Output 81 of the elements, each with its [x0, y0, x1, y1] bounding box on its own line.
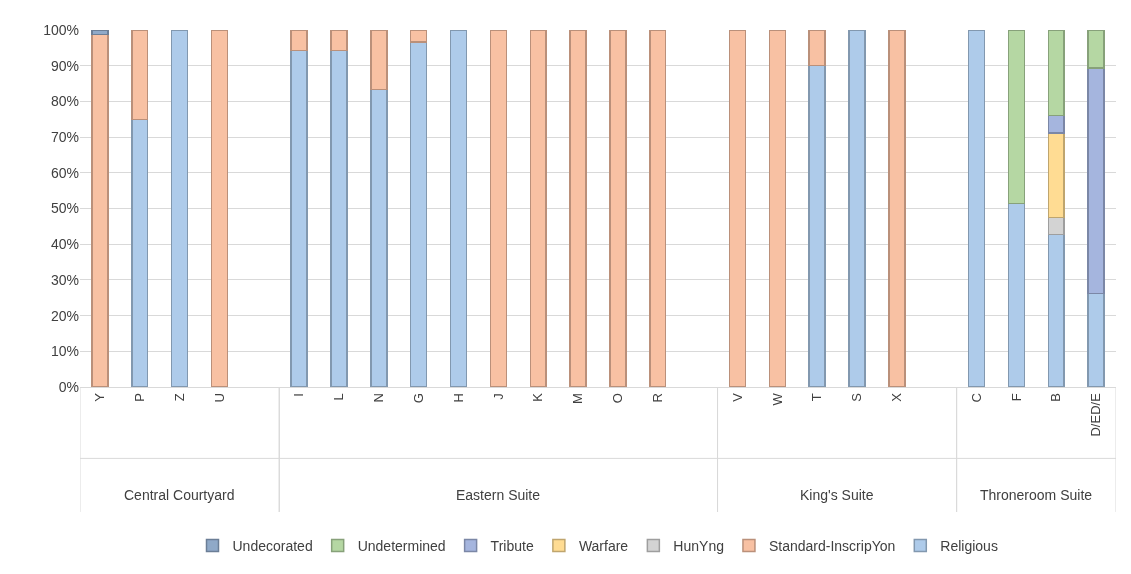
x-tick-label: T [809, 393, 825, 402]
bar [768, 30, 787, 387]
bar [808, 30, 826, 67]
y-tick-label: 30% [50, 271, 79, 288]
bar [409, 30, 428, 43]
legend-label: Undetermined [357, 537, 446, 554]
x-tick-label: J [490, 393, 506, 400]
y-tick-label: 100% [43, 21, 79, 38]
x-tick-label: M [570, 393, 586, 405]
x-tick-label: D/ED/E [1088, 392, 1104, 437]
y-tick-label: 10% [50, 343, 79, 360]
bar [1007, 202, 1026, 387]
x-tick-label: R [649, 393, 665, 403]
text: King's Suite [800, 487, 874, 503]
legend-label: Undecorated [232, 537, 313, 554]
x-tick-label: C [968, 393, 984, 403]
legend-label: Warfare [578, 537, 629, 554]
x-tick-label: G [410, 393, 426, 404]
bar [808, 64, 826, 387]
y-tick-label: 80% [50, 93, 79, 110]
x-tick-label: H [450, 393, 466, 403]
bar [1047, 30, 1065, 117]
bar [210, 30, 229, 387]
text: Eastern Suite [456, 487, 541, 503]
x-tick-label: B [1048, 393, 1064, 402]
y-tick-label: 60% [50, 164, 79, 181]
legend-label: HunYng [673, 537, 724, 554]
x-tick-label: U [211, 393, 227, 403]
y-tick-label: 70% [50, 129, 79, 145]
bar [1047, 132, 1065, 219]
bar [728, 30, 747, 387]
legend-label: Tribute [490, 537, 534, 554]
bar [609, 30, 627, 387]
bar [1087, 30, 1105, 69]
y-tick-label: 40% [50, 236, 79, 253]
bar [290, 30, 308, 52]
bar [449, 30, 468, 387]
bar [649, 30, 667, 387]
text: Throneroom Suite [980, 487, 1093, 503]
bar [848, 30, 866, 387]
bar [170, 30, 189, 387]
x-tick-label: X [889, 392, 905, 402]
bar [131, 118, 149, 387]
x-tick-label: Z [171, 393, 187, 402]
x-tick-label: I [291, 393, 307, 397]
bar [1087, 67, 1105, 295]
bar [290, 49, 308, 387]
bar [330, 49, 348, 387]
bar [1087, 292, 1105, 387]
bar [409, 41, 428, 387]
x-tick-label: S [849, 392, 865, 402]
bar [1047, 114, 1065, 134]
y-tick-label: 20% [50, 307, 79, 324]
y-tick-label: 0% [58, 378, 79, 395]
bar [370, 88, 388, 387]
x-tick-label: K [530, 392, 546, 402]
text: Central Courtyard [124, 487, 235, 503]
bar [131, 30, 149, 120]
x-tick-label: Y [92, 392, 108, 402]
bar [370, 30, 388, 91]
bar [330, 30, 348, 52]
legend-label: Standard-InscripYon [768, 537, 896, 554]
x-tick-label: W [769, 392, 785, 406]
x-tick-label: P [132, 393, 147, 402]
bar [1007, 30, 1026, 205]
x-tick-label: L [331, 393, 347, 401]
bar [1047, 233, 1065, 387]
bar [489, 30, 508, 387]
bar [888, 30, 906, 387]
bar [569, 30, 587, 387]
bar [91, 30, 109, 36]
x-tick-label: N [371, 393, 387, 403]
x-tick-label: F [1008, 393, 1024, 402]
x-tick-label: O [610, 393, 626, 404]
y-tick-label: 50% [50, 200, 79, 217]
legend-label: Religious [940, 537, 998, 554]
bar [529, 30, 547, 387]
y-tick-label: 90% [50, 57, 79, 74]
x-tick-label: V [729, 392, 745, 402]
bar [967, 30, 986, 387]
bar [91, 33, 109, 387]
